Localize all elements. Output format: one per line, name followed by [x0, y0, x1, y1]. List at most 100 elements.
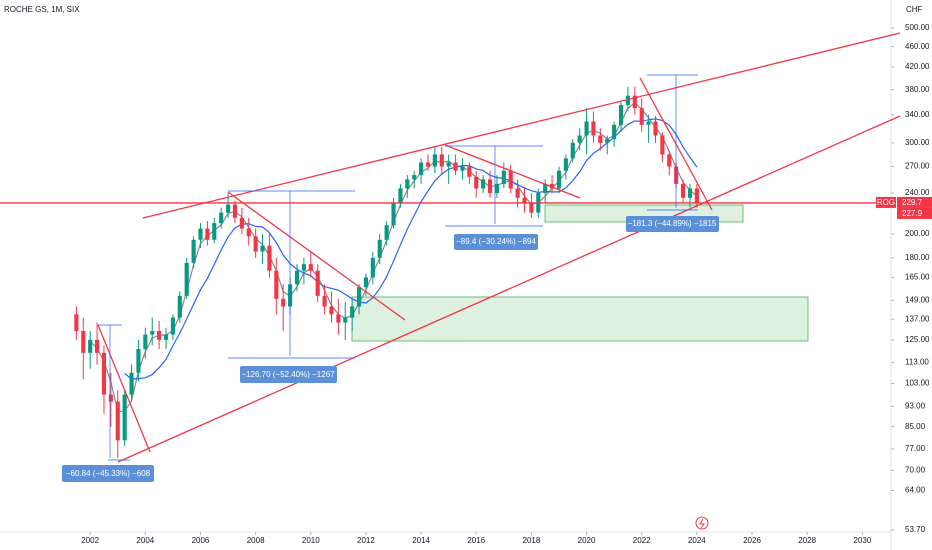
candle-body: [301, 264, 306, 271]
candle-body: [446, 162, 451, 167]
candle-body: [501, 170, 506, 184]
candle-body: [618, 104, 624, 125]
candle-body: [212, 223, 217, 240]
x-tick-label: 2022: [633, 536, 651, 545]
candle-body: [405, 179, 410, 189]
candle-body: [487, 179, 493, 194]
trend-line: [227, 191, 406, 321]
candle-body: [425, 162, 431, 167]
candle-body: [129, 372, 134, 395]
candle-body: [460, 166, 465, 171]
y-tick-label: 70.00: [905, 465, 926, 474]
x-tick-label: 2020: [578, 536, 596, 545]
candle-body: [308, 264, 313, 271]
candle-body: [412, 175, 417, 180]
candle-body: [88, 339, 93, 353]
candle-body: [122, 394, 127, 441]
candle-body: [474, 176, 479, 189]
candle-body: [639, 108, 644, 125]
candle-body: [556, 170, 562, 189]
x-tick-label: 2028: [798, 536, 816, 545]
candle-body: [439, 154, 444, 167]
candle-body: [274, 270, 279, 299]
candle-body: [136, 349, 141, 373]
y-tick-label: 180.00: [905, 253, 930, 262]
candle-body: [419, 162, 424, 176]
candle-body: [336, 314, 341, 323]
candle-body: [687, 188, 693, 198]
candle-body: [239, 217, 244, 229]
candle-body: [481, 179, 486, 189]
measure-labels: −60.84 (−45.33%) −608 −126.70 (−52.40%) …: [62, 216, 719, 482]
candle-body: [260, 245, 265, 252]
x-tick-label: 2026: [743, 536, 761, 545]
candle-body: [267, 245, 272, 271]
candle-body: [391, 202, 396, 226]
candle-body: [584, 121, 589, 136]
candle-body: [115, 401, 120, 441]
x-tick-label: 2010: [302, 536, 320, 545]
candle-body: [281, 298, 286, 307]
y-tick-label: 500.00: [905, 23, 930, 32]
candle-body: [219, 212, 224, 224]
candle-body: [694, 188, 699, 203]
y-tick-label: 240.00: [905, 188, 930, 197]
candle-body: [74, 314, 79, 332]
measures: [98, 74, 698, 461]
zones: [351, 204, 809, 342]
candle-body: [598, 135, 603, 143]
measure: [228, 190, 355, 359]
candle-body: [543, 183, 548, 194]
x-tick-label: 2004: [136, 536, 154, 545]
candle-body: [170, 317, 175, 335]
candle-body: [322, 295, 327, 307]
candle-body: [384, 225, 389, 240]
candle-body: [605, 139, 610, 143]
candle-body: [591, 121, 596, 136]
candle-body: [108, 394, 113, 402]
candle-body: [150, 331, 155, 335]
measure-label: −126.70 (−52.40%) −1267: [241, 370, 335, 379]
event-icon-bolt: [699, 518, 705, 529]
label-box: [240, 366, 337, 383]
x-tick-label: 2012: [357, 536, 375, 545]
trend-line: [117, 115, 901, 463]
candle-body: [198, 228, 203, 240]
y-tick-label: 200.00: [905, 229, 930, 238]
candle-body: [356, 287, 362, 307]
candle-body: [191, 239, 196, 263]
candle-body: [370, 257, 375, 278]
candle-body: [205, 228, 210, 240]
candles: [74, 86, 699, 458]
candle-body: [363, 277, 369, 288]
candle-body: [577, 135, 582, 143]
candle-body: [184, 262, 189, 296]
candle-body: [453, 162, 458, 171]
trend-line: [142, 32, 901, 219]
candle-body: [81, 331, 86, 353]
y-tick-label: 270.00: [905, 162, 930, 171]
candle-body: [550, 183, 555, 189]
y-tick-label: 125.00: [905, 335, 930, 344]
trend-line: [97, 324, 151, 453]
zone-box: [351, 296, 809, 342]
candle-body: [612, 124, 617, 140]
measure: [445, 145, 543, 227]
measure-label: −60.84 (−45.33%) −608: [66, 469, 151, 478]
measure: [98, 324, 130, 461]
candle-body: [529, 202, 534, 213]
candle-body: [653, 121, 658, 136]
candle-body: [232, 204, 238, 218]
x-tick-label: 2006: [192, 536, 210, 545]
event-icon[interactable]: [695, 516, 709, 530]
x-tick-label: 2008: [247, 536, 265, 545]
candle-body: [350, 306, 355, 318]
candle-body: [467, 166, 472, 177]
x-tick-label: 2030: [853, 536, 871, 545]
y-tick-label: 85.00: [905, 422, 926, 431]
measure-label: −181.3 (−44.89%) −1815: [628, 219, 717, 228]
symbol-tag: ROG: [877, 198, 895, 207]
candle-body: [246, 228, 251, 237]
measure: [647, 74, 698, 211]
